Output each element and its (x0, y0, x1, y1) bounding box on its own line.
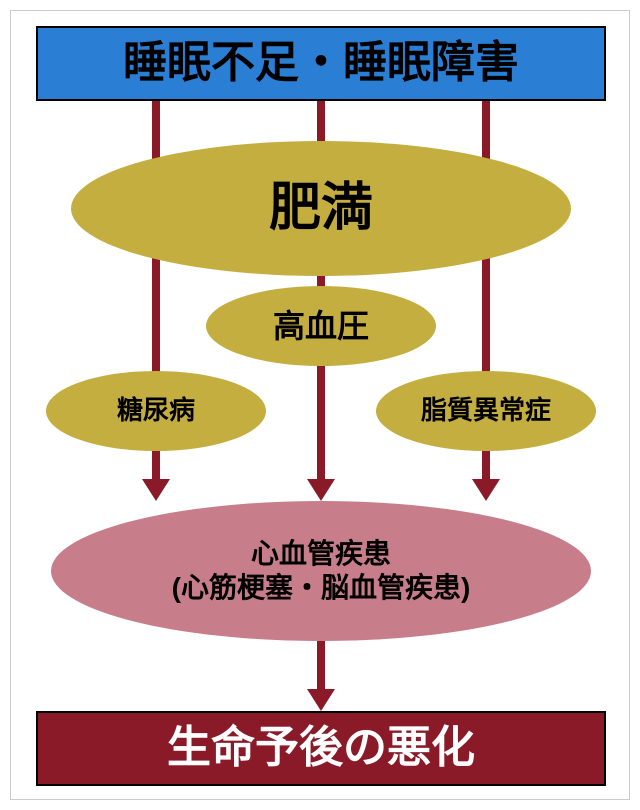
node-prognosis: 生命予後の悪化 (36, 711, 606, 786)
node-label: 睡眠不足・睡眠障害 (123, 37, 519, 90)
node-sleep-disorder: 睡眠不足・睡眠障害 (36, 26, 606, 101)
node-label: 心血管疾患 (心筋梗塞・脳血管疾患) (172, 537, 471, 604)
diagram-canvas: 睡眠不足・睡眠障害 肥満 高血圧 糖尿病 脂質異常症 心血管疾患 (心筋梗塞・脳… (10, 10, 630, 800)
node-obesity: 肥満 (71, 141, 571, 276)
node-label: 高血圧 (273, 307, 369, 345)
node-label: 肥満 (269, 177, 373, 239)
node-label: 脂質異常症 (421, 395, 551, 426)
node-label: 生命予後の悪化 (167, 722, 475, 775)
node-diabetes: 糖尿病 (46, 371, 266, 451)
node-hypertension: 高血圧 (206, 286, 436, 366)
node-dyslipidemia: 脂質異常症 (376, 371, 596, 451)
node-label: 糖尿病 (117, 395, 195, 426)
node-cardiovascular: 心血管疾患 (心筋梗塞・脳血管疾患) (51, 501, 591, 641)
